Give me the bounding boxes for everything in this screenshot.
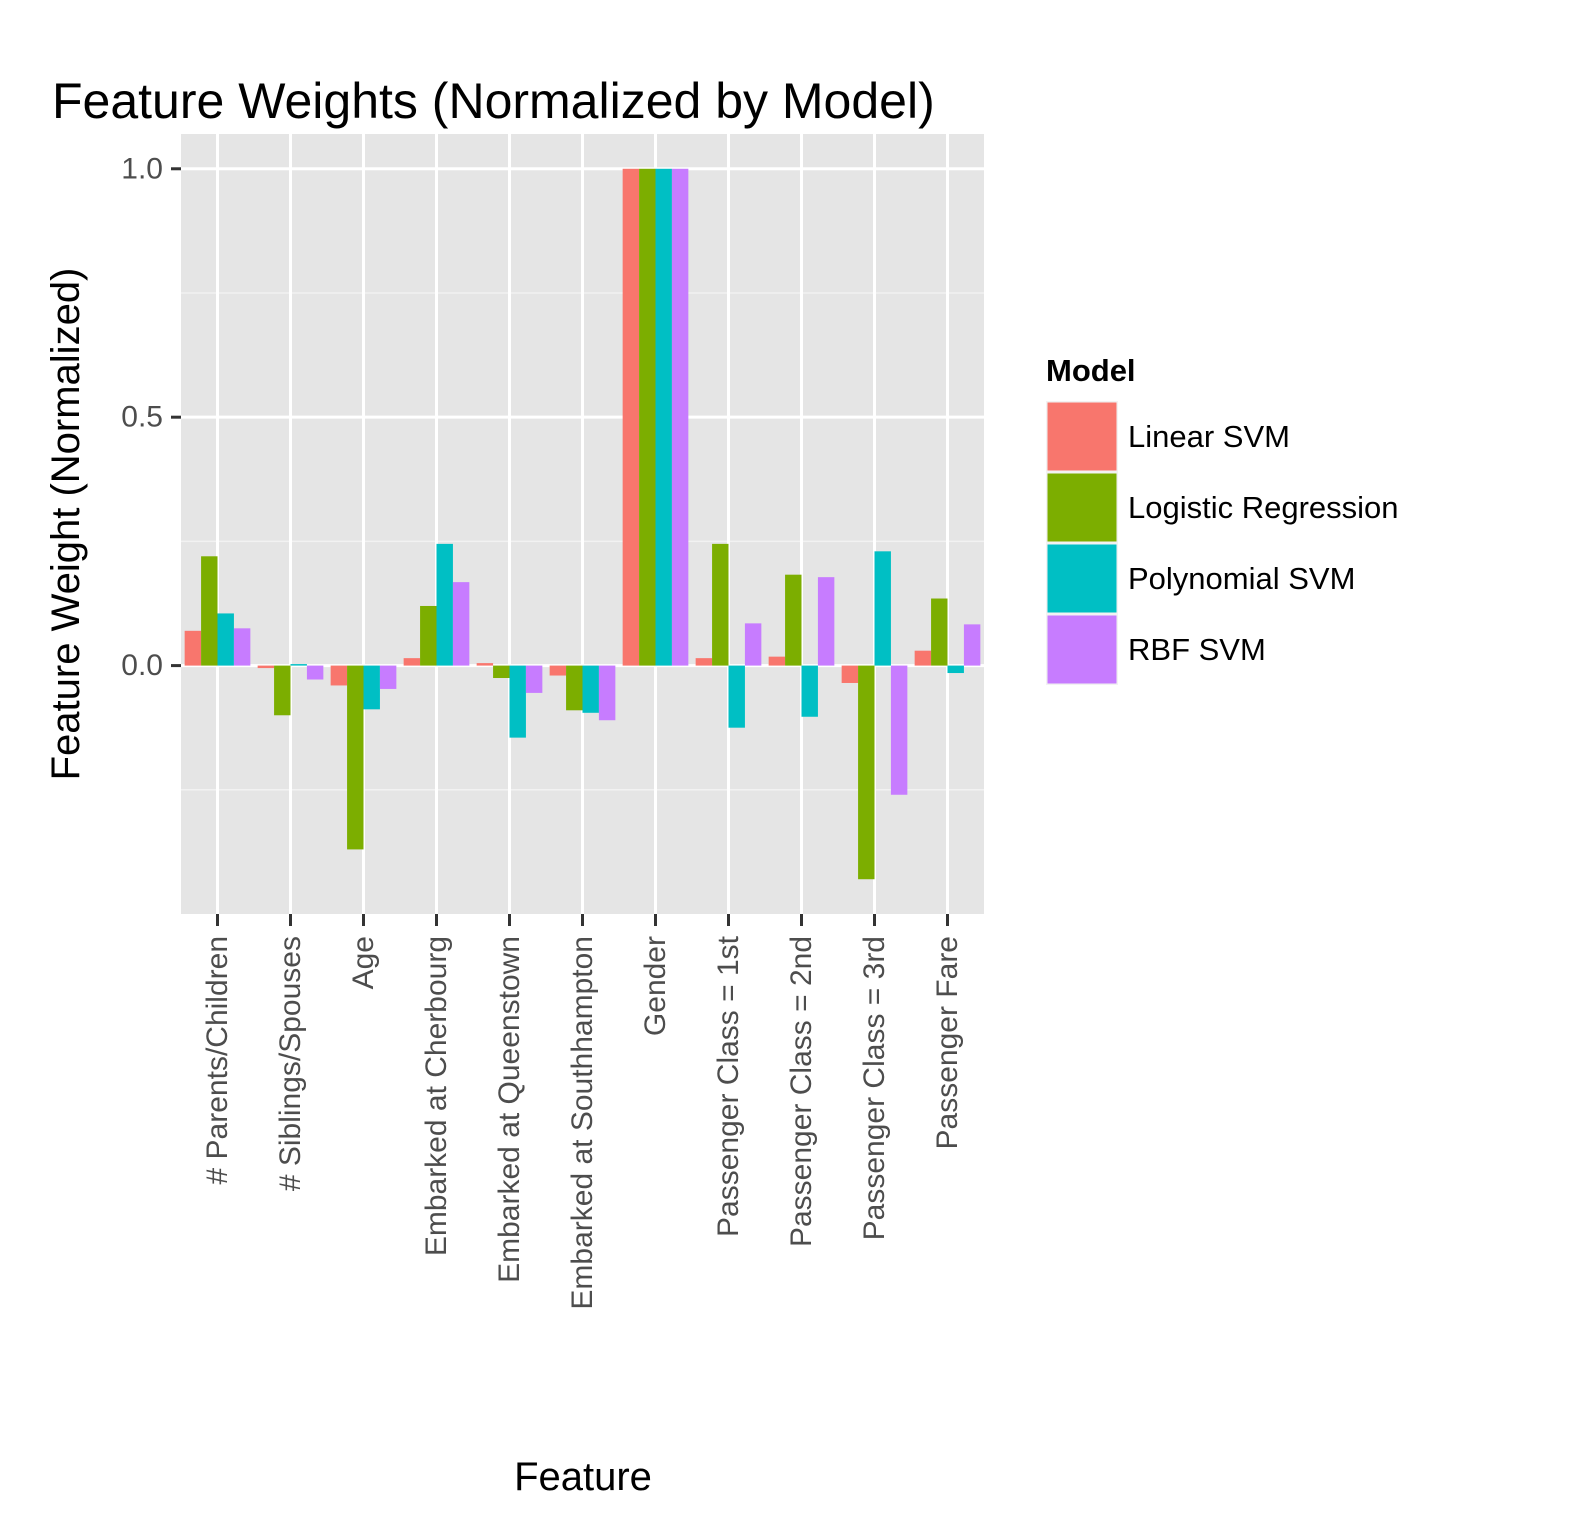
bar-linear-svm-passenger-class-3rd bbox=[841, 665, 859, 683]
bar-logistic-regression-parents-children bbox=[201, 556, 218, 666]
bar-rbf-svm-passenger-class-2nd bbox=[817, 577, 835, 666]
x-tick-label: Gender bbox=[639, 936, 672, 1036]
bar-polynomial-svm-gender bbox=[655, 168, 672, 666]
bar-polynomial-svm-passenger-class-2nd bbox=[801, 665, 818, 717]
legend-label-rbf-svm: RBF SVM bbox=[1128, 632, 1266, 667]
bar-rbf-svm-parents-children bbox=[233, 628, 251, 666]
bar-linear-svm-siblings-spouses bbox=[257, 665, 275, 669]
y-axis: 0.0 0.5 1.0 bbox=[121, 152, 181, 682]
bar-logistic-regression-age bbox=[347, 665, 364, 850]
bar-polynomial-svm-embarked-at-queenstown bbox=[509, 665, 526, 738]
bar-rbf-svm-gender bbox=[671, 168, 689, 666]
x-tick-label: Passenger Class = 1st bbox=[712, 935, 745, 1237]
x-axis: # Parents/Children # Siblings/Spouses Age E… bbox=[201, 914, 964, 1310]
legend-swatch-rbf-svm bbox=[1047, 615, 1117, 684]
bar-logistic-regression-siblings-spouses bbox=[274, 665, 291, 716]
bar-linear-svm-embarked-at-cherbourg bbox=[403, 658, 421, 666]
bar-linear-svm-passenger-class-2nd bbox=[768, 656, 786, 666]
bar-logistic-regression-gender bbox=[639, 168, 656, 666]
bar-rbf-svm-embarked-at-cherbourg bbox=[452, 582, 470, 666]
legend-title: Model bbox=[1046, 353, 1136, 388]
bar-rbf-svm-siblings-spouses bbox=[306, 665, 324, 680]
bar-logistic-regression-passenger-class-2nd bbox=[785, 574, 802, 666]
bar-logistic-regression-passenger-fare bbox=[931, 598, 948, 666]
bar-polynomial-svm-parents-children bbox=[217, 613, 234, 666]
y-tick-label: 0.5 bbox=[121, 401, 163, 434]
x-tick-label: # Parents/Children bbox=[201, 936, 234, 1184]
x-tick-label: Embarked at Southhampton bbox=[566, 936, 599, 1310]
bar-polynomial-svm-passenger-fare bbox=[947, 665, 964, 674]
bar-polynomial-svm-embarked-at-cherbourg bbox=[436, 543, 453, 666]
chart-title: Feature Weights (Normalized by Model) bbox=[52, 73, 935, 129]
legend-swatch-polynomial-svm bbox=[1047, 544, 1117, 613]
bar-linear-svm-passenger-class-1st bbox=[695, 658, 713, 666]
y-tick-label: 1.0 bbox=[121, 152, 163, 185]
x-tick-label: Passenger Fare bbox=[931, 936, 964, 1149]
bar-linear-svm-embarked-at-queenstown bbox=[476, 663, 494, 666]
bar-polynomial-svm-embarked-at-southhampton bbox=[582, 665, 599, 713]
x-axis-title: Feature bbox=[514, 1455, 652, 1499]
bar-rbf-svm-embarked-at-queenstown bbox=[525, 665, 543, 693]
legend-label-polynomial-svm: Polynomial SVM bbox=[1128, 561, 1355, 596]
bar-linear-svm-age bbox=[330, 665, 348, 686]
legend-label-linear-svm: Linear SVM bbox=[1128, 419, 1290, 454]
bar-linear-svm-parents-children bbox=[184, 630, 202, 666]
bar-logistic-regression-embarked-at-cherbourg bbox=[420, 605, 437, 666]
bar-linear-svm-gender bbox=[622, 168, 640, 666]
bar-rbf-svm-embarked-at-southhampton bbox=[598, 665, 616, 721]
bar-logistic-regression-passenger-class-1st bbox=[712, 543, 729, 666]
bar-polynomial-svm-passenger-class-1st bbox=[728, 665, 745, 728]
bar-polynomial-svm-passenger-class-3rd bbox=[874, 551, 891, 666]
legend-label-logistic-regression: Logistic Regression bbox=[1128, 490, 1399, 525]
bar-rbf-svm-passenger-class-3rd bbox=[890, 665, 908, 795]
bars bbox=[184, 168, 981, 880]
bar-polynomial-svm-siblings-spouses bbox=[290, 664, 307, 666]
x-tick-label: # Siblings/Spouses bbox=[274, 936, 307, 1191]
bar-logistic-regression-embarked-at-southhampton bbox=[566, 665, 583, 711]
x-tick-label: Passenger Class = 2nd bbox=[785, 936, 818, 1247]
bar-linear-svm-passenger-fare bbox=[914, 650, 932, 666]
bar-polynomial-svm-age bbox=[363, 665, 380, 710]
legend-swatch-logistic-regression bbox=[1047, 473, 1117, 542]
bar-rbf-svm-age bbox=[379, 665, 397, 689]
grid bbox=[181, 134, 984, 914]
y-axis-title: Feature Weight (Normalized) bbox=[44, 268, 88, 781]
legend-swatch-linear-svm bbox=[1047, 402, 1117, 471]
x-tick-label: Embarked at Cherbourg bbox=[420, 936, 453, 1256]
bar-rbf-svm-passenger-fare bbox=[963, 624, 981, 666]
x-tick-label: Embarked at Queenstown bbox=[493, 936, 526, 1283]
legend: Model Linear SVM Logistic Regression Polyn… bbox=[1046, 353, 1399, 685]
bar-rbf-svm-passenger-class-1st bbox=[744, 623, 762, 666]
x-tick-label: Age bbox=[347, 936, 380, 989]
bar-logistic-regression-embarked-at-queenstown bbox=[493, 665, 510, 679]
bar-linear-svm-embarked-at-southhampton bbox=[549, 665, 567, 676]
y-tick-label: 0.0 bbox=[121, 649, 163, 682]
bar-logistic-regression-passenger-class-3rd bbox=[858, 665, 875, 880]
x-tick-label: Passenger Class = 3rd bbox=[858, 936, 891, 1240]
